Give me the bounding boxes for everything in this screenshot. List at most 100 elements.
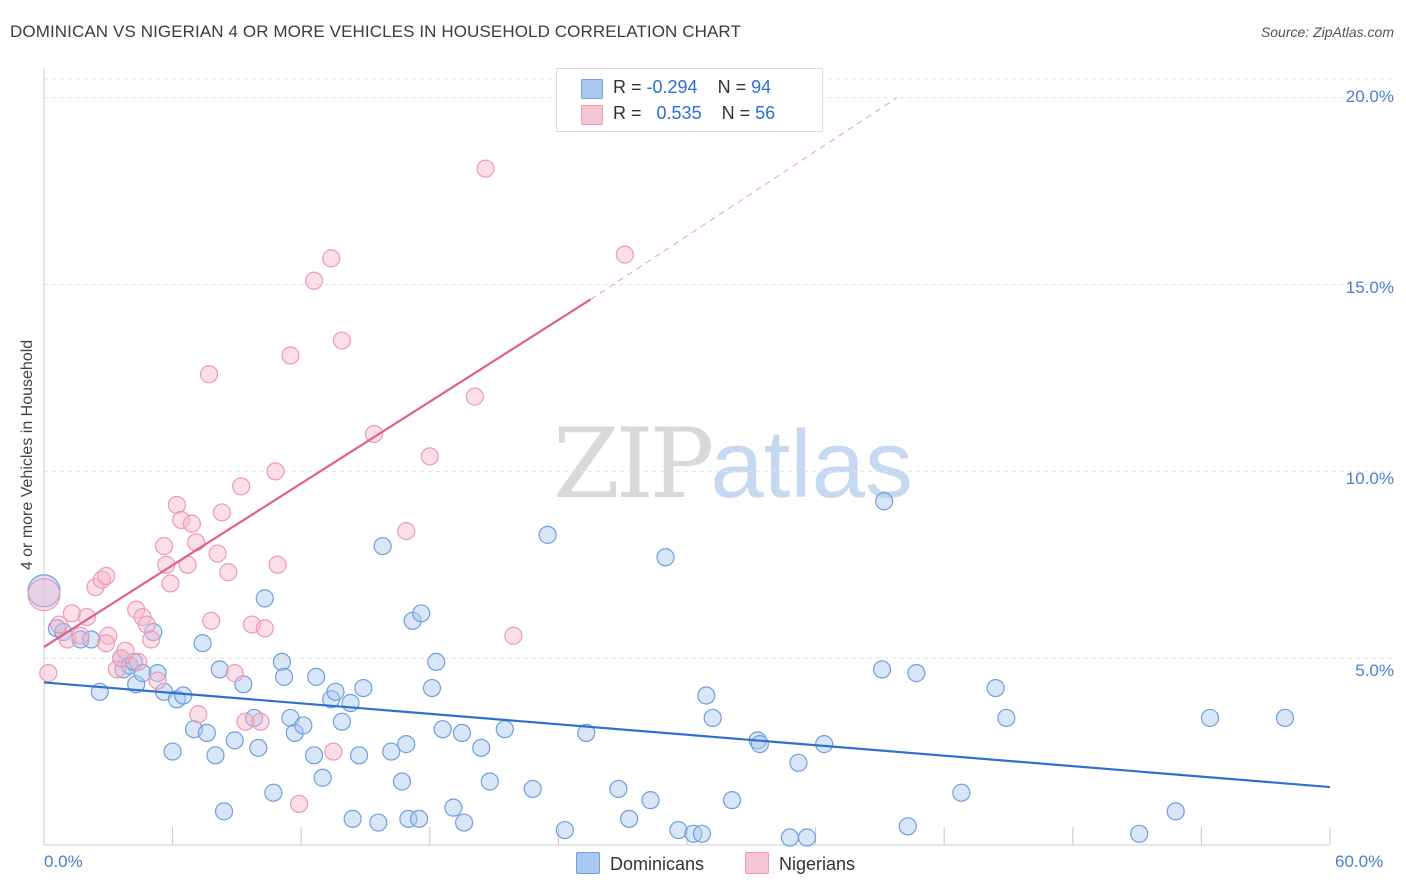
dominican-point xyxy=(641,791,660,810)
dominican-point xyxy=(997,708,1016,728)
dominican-point xyxy=(427,652,446,672)
dominican-point xyxy=(82,630,101,649)
dominican-point xyxy=(399,809,418,828)
dominican-point xyxy=(1130,824,1149,843)
dominican-point xyxy=(206,746,225,765)
dominican-trend-line xyxy=(43,681,1331,789)
nigerian-trend-line xyxy=(43,298,592,648)
watermark-atlas: atlas xyxy=(710,411,913,518)
nigerian-point xyxy=(49,615,69,634)
dominican-point xyxy=(452,723,472,743)
dominican-point xyxy=(409,809,429,828)
legend-nigerians-swatch xyxy=(745,852,769,874)
dominican-point xyxy=(907,664,926,683)
nigerian-point xyxy=(167,495,186,515)
dominican-point xyxy=(872,660,892,679)
dominican-point xyxy=(609,779,628,799)
dominican-point xyxy=(272,652,292,672)
dominican-point xyxy=(780,828,799,847)
nigerian-point xyxy=(232,477,251,496)
dominican-point xyxy=(343,809,362,828)
nigerian-point xyxy=(202,611,221,630)
nigerian-point xyxy=(219,563,238,582)
dominican-point xyxy=(986,678,1005,698)
dominican-point xyxy=(412,604,431,623)
dominican-point xyxy=(373,536,392,556)
dominican-point xyxy=(1275,708,1295,728)
nigerian-point xyxy=(281,346,300,365)
nigerian-point xyxy=(86,578,105,597)
dominican-point xyxy=(249,738,268,757)
nigerian-point xyxy=(212,503,231,522)
dominican-point xyxy=(1166,802,1185,821)
nigerian-point xyxy=(504,626,523,645)
dominican-point xyxy=(815,735,834,754)
dominican-point xyxy=(144,622,163,642)
legend-item-nigerians[interactable]: Nigerians xyxy=(745,852,855,875)
nigerian-point xyxy=(107,660,126,679)
nigerian-point xyxy=(615,245,634,264)
nigerian-point xyxy=(255,619,274,638)
nigerian-point xyxy=(332,331,352,350)
nigerian-point xyxy=(161,574,180,593)
y-tick-label-20: 20.0% xyxy=(1345,87,1394,106)
dominican-point xyxy=(214,802,234,821)
dominicans-swatch xyxy=(581,79,603,99)
nigerian-point xyxy=(27,578,61,612)
nigerian-point xyxy=(154,536,174,556)
nigerian-point xyxy=(208,544,227,563)
dominican-point xyxy=(495,720,514,739)
source-label: Source: ZipAtlas.com xyxy=(1260,24,1394,40)
dominican-point xyxy=(307,667,326,686)
nigerian-point xyxy=(137,615,156,634)
dominican-point xyxy=(304,746,324,765)
dominican-point xyxy=(692,824,712,843)
nigerian-point xyxy=(39,664,58,683)
dominican-point xyxy=(1200,708,1220,728)
dominican-point xyxy=(898,817,917,836)
nigerian-point xyxy=(289,794,309,813)
legend-dominicans-label: Dominicans xyxy=(610,854,705,874)
correlation-stats-box: R = -0.294 N = 94 R = 0.535 N = 56 xyxy=(556,68,823,132)
nigerian-point xyxy=(187,533,206,552)
dominican-point xyxy=(577,723,596,743)
nigerian-point xyxy=(322,249,341,268)
nigerian-point xyxy=(236,712,255,731)
dominican-point xyxy=(538,525,557,544)
legend-nigerians-label: Nigerians xyxy=(779,854,856,874)
legend-item-dominicans[interactable]: Dominicans xyxy=(576,852,704,875)
dominican-point xyxy=(197,723,216,743)
dominican-point xyxy=(656,548,675,567)
dominican-point xyxy=(523,779,542,799)
dominican-point xyxy=(952,783,971,802)
nigerian-point xyxy=(465,387,484,406)
dominican-point xyxy=(225,731,244,750)
nigerian-point xyxy=(99,626,118,645)
dominican-point xyxy=(349,746,369,765)
nigerians-swatch xyxy=(581,105,603,125)
x-tick-label-min: 0.0% xyxy=(44,852,83,871)
y-tick-label-15: 15.0% xyxy=(1345,278,1394,297)
dominican-point xyxy=(555,820,574,840)
y-axis-label: 4 or more Vehicles in Household xyxy=(19,339,36,571)
nigerian-point xyxy=(189,705,208,724)
dominican-point xyxy=(163,742,182,761)
dominican-point xyxy=(472,738,491,757)
dominican-point xyxy=(294,716,313,735)
dominican-point xyxy=(148,664,167,683)
dominican-point xyxy=(392,772,412,791)
nigerian-point xyxy=(268,555,287,574)
nigerian-point xyxy=(324,742,343,761)
nigerian-point xyxy=(364,424,384,444)
zipatlas-watermark: ZIPatlas xyxy=(553,408,913,520)
dominican-point xyxy=(133,664,152,683)
dominican-point xyxy=(354,678,373,698)
nigerian-point xyxy=(129,652,148,672)
legend-dominicans-swatch xyxy=(576,852,600,874)
nigerian-point xyxy=(97,566,116,586)
y-tick-label-10: 10.0% xyxy=(1345,469,1394,488)
nigerian-point xyxy=(172,510,191,530)
dominicans-stats-text: R = -0.294 N = 94 xyxy=(613,77,772,97)
nigerian-point xyxy=(266,462,285,481)
